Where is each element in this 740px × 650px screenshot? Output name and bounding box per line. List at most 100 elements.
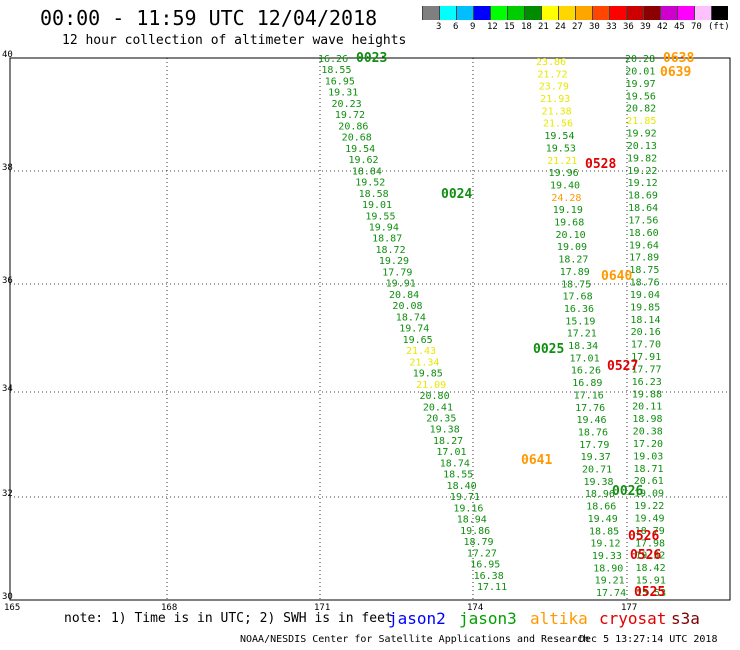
wave-height-value: 17.68 [563,292,593,303]
pass-time-label: 0639 [660,65,691,80]
wave-height-value: 19.22 [634,501,664,512]
wave-height-value: 19.72 [335,110,365,121]
colorbar-label: 9 [470,22,476,32]
wave-height-value: 18.74 [440,458,470,469]
colorbar-label: (ft) [708,22,730,32]
wave-height-value: 19.09 [634,489,664,500]
wave-height-value: 21.38 [542,106,572,117]
wave-height-value: 19.71 [450,492,480,503]
wave-height-value: 19.21 [595,576,625,587]
wave-height-value: 18.55 [443,470,473,481]
colorbar-swatch [473,6,490,20]
longitude-tick-label: 165 [4,603,20,613]
wave-height-value: 17.89 [560,267,590,278]
colorbar-label: 12 [487,22,498,32]
colorbar-label: 15 [504,22,515,32]
wave-height-value: 20.68 [342,133,372,144]
wave-height-value: 17.20 [633,439,663,450]
wave-height-value: 18.69 [628,191,658,202]
wave-height-value: 16.26 [318,54,348,65]
wave-height-value: 20.13 [627,141,657,152]
pass-time-label: 0023 [356,51,387,66]
wave-height-value: 18.79 [635,526,665,537]
colorbar-swatch [422,6,439,20]
wave-height-value: 18.75 [561,279,591,290]
wave-height-value: 20.10 [556,230,586,241]
wave-height-value: 19.55 [365,211,395,222]
wave-height-value: 19.31 [328,88,358,99]
wave-height-value: 17.56 [628,215,658,226]
colorbar-swatch [541,6,558,20]
wave-height-value: 21.56 [543,119,573,130]
wave-height-value: 19.91 [386,279,416,290]
wave-height-value: 18.75 [629,265,659,276]
pass-time-label: 0638 [663,51,694,66]
wave-height-value: 18.58 [359,189,389,200]
wave-height-value: 23.79 [539,82,569,93]
colorbar-swatch [558,6,575,20]
colorbar-label: 18 [521,22,532,32]
wave-height-value: 18.79 [463,537,493,548]
wave-height-value: 19.74 [399,324,429,335]
wave-height-value: 19.56 [626,91,656,102]
colorbar-swatch [592,6,609,20]
wave-height-value: 19.97 [626,79,656,90]
wave-height-value: 19.09 [557,242,587,253]
colorbar-swatch [507,6,524,20]
wave-height-value: 16.23 [632,377,662,388]
pass-time-label: 0526 [630,548,661,563]
wave-height-value: 17.79 [579,440,609,451]
wave-height-value: 17.79 [382,267,412,278]
legend-jason3: jason3 [459,609,517,628]
wave-height-value: 20.82 [626,104,656,115]
wave-height-value: 19.03 [633,451,663,462]
colorbar-swatch [694,6,711,20]
wave-height-value: 20.71 [582,465,612,476]
wave-height-value: 18.27 [433,436,463,447]
wave-height-value: 20.61 [634,476,664,487]
generation-date: Dec 5 13:27:14 UTC 2018 [579,634,718,645]
units-note: note: 1) Time is in UTC; 2) SWH is in fe… [64,611,393,626]
pass-time-label: 0526 [628,529,659,544]
wave-height-value: 18.72 [376,245,406,256]
pass-time-label: 0527 [607,359,638,374]
colorbar-swatch [677,6,694,20]
wave-height-value: 19.68 [554,218,584,229]
colorbar-swatch [524,6,541,20]
legend-s3a: s3a [671,609,700,628]
wave-height-value: 18.71 [633,464,663,475]
legend-altika: altika [530,609,588,628]
wave-height-value: 19.12 [628,178,658,189]
wave-height-value: 19.85 [630,302,660,313]
wave-height-value: 19.64 [629,240,659,251]
wave-height-value: 19.40 [550,180,580,191]
colorbar-swatch [660,6,677,20]
wave-height-value: 20.84 [389,290,419,301]
wave-height-colorbar [422,6,728,20]
pass-time-label: 0525 [634,585,665,600]
wave-height-value: 17.98 [635,538,665,549]
colorbar-swatch [575,6,592,20]
wave-height-value: 18.60 [629,228,659,239]
colorbar-swatch [609,6,626,20]
wave-height-value: 17.74 [596,588,626,599]
wave-height-value: 19.16 [453,503,483,514]
wave-height-value: 19.52 [355,178,385,189]
wave-height-value: 21.43 [406,346,436,357]
longitude-tick-label: 177 [621,603,637,613]
wave-height-value: 15.91 [636,576,666,587]
wave-height-value: 18.40 [447,481,477,492]
wave-height-value: 20.35 [426,413,456,424]
colorbar-swatch [626,6,643,20]
source-credit: NOAA/NESDIS Center for Satellite Applica… [240,634,590,645]
colorbar-label: 6 [453,22,459,32]
wave-height-value: 19.38 [430,425,460,436]
wave-height-value: 18.87 [372,234,402,245]
latitude-tick-label: 38 [2,163,13,173]
wave-height-value: 21.21 [547,156,577,167]
wave-height-value: 19.19 [553,205,583,216]
wave-height-value: 18.98 [632,414,662,425]
wave-height-value: 17.89 [629,253,659,264]
longitude-tick-label: 171 [314,603,330,613]
